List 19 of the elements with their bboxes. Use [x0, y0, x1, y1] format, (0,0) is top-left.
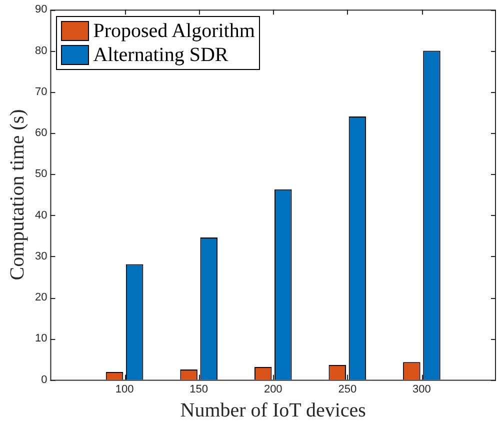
- y-tick-label: 90: [34, 4, 48, 16]
- y-tick-label: 80: [34, 44, 48, 57]
- y-tick-label: 50: [34, 168, 48, 180]
- y-tick-label: 10: [34, 332, 48, 345]
- y-axis-title: Computation time (s): [6, 109, 28, 280]
- x-tick-label: 300: [412, 383, 431, 396]
- y-tick-label: 0: [41, 374, 48, 386]
- y-tick-label: 20: [34, 292, 48, 304]
- legend-label: Proposed Algorithm: [93, 18, 255, 43]
- x-tick-label: 200: [264, 383, 282, 396]
- y-tick-label: 40: [34, 209, 48, 222]
- y-tick-label: 30: [34, 250, 48, 262]
- y-tick-label: 70: [34, 86, 48, 98]
- x-tick-label: 100: [115, 383, 134, 396]
- legend-label: Alternating SDR: [93, 42, 228, 67]
- x-tick-label: 150: [190, 383, 208, 396]
- x-tick-label: 250: [338, 383, 357, 396]
- x-axis-title: Number of IoT devices: [180, 399, 366, 422]
- y-tick-label: 60: [34, 127, 48, 140]
